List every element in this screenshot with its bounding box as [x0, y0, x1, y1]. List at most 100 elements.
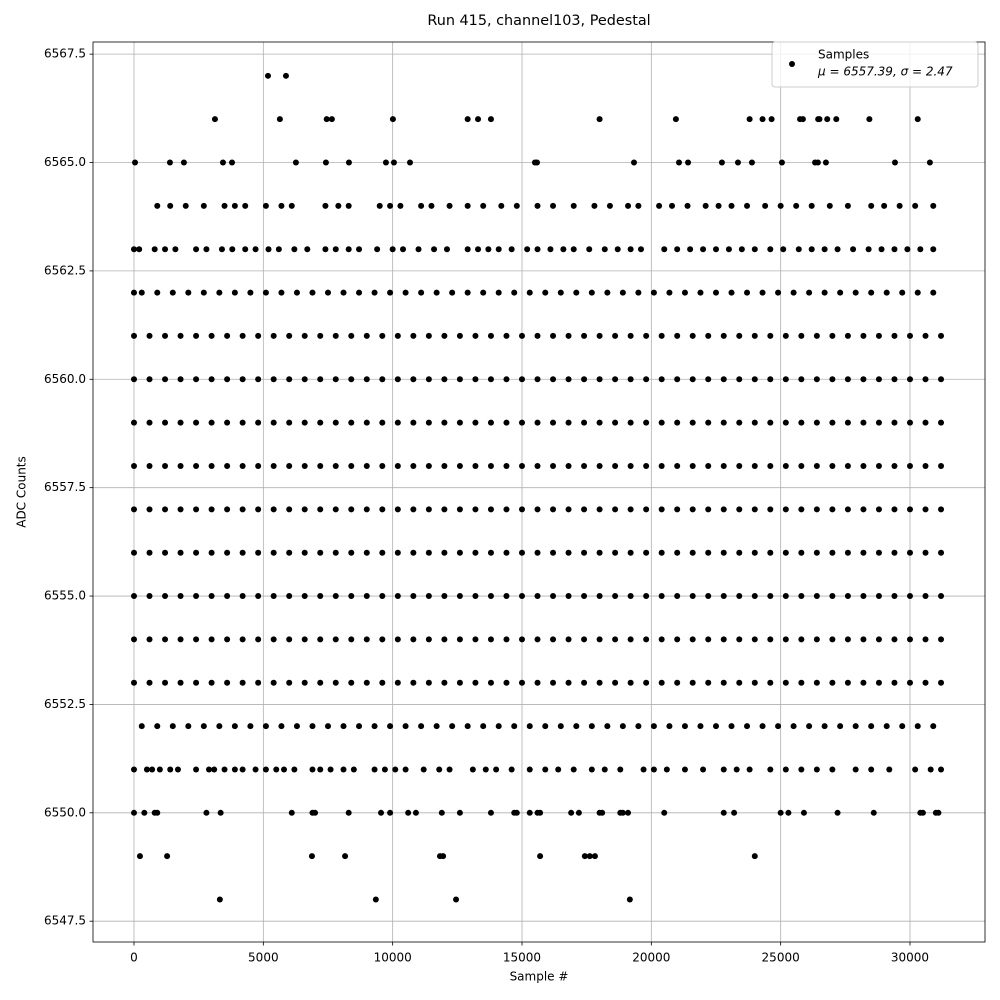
- point: [751, 853, 758, 860]
- point: [363, 506, 370, 513]
- point: [164, 853, 171, 860]
- point: [136, 246, 143, 253]
- point: [650, 766, 657, 773]
- point: [130, 332, 137, 339]
- point: [658, 506, 665, 513]
- point: [705, 549, 712, 556]
- point: [495, 723, 502, 730]
- point: [588, 289, 595, 296]
- point: [262, 766, 269, 773]
- point: [627, 376, 634, 383]
- point: [550, 636, 557, 643]
- point: [844, 679, 851, 686]
- point: [798, 766, 805, 773]
- point: [208, 462, 215, 469]
- point: [891, 593, 898, 600]
- point: [718, 159, 725, 166]
- point: [658, 462, 665, 469]
- point: [627, 506, 634, 513]
- point: [850, 246, 857, 253]
- point: [829, 593, 836, 600]
- point: [860, 593, 867, 600]
- point: [379, 332, 386, 339]
- point: [705, 636, 712, 643]
- point: [456, 549, 463, 556]
- point: [394, 549, 401, 556]
- point: [782, 419, 789, 426]
- point: [938, 462, 945, 469]
- point: [425, 593, 432, 600]
- point: [456, 506, 463, 513]
- point: [697, 723, 704, 730]
- point: [379, 679, 386, 686]
- point: [340, 723, 347, 730]
- point: [224, 419, 231, 426]
- point: [332, 593, 339, 600]
- point: [221, 766, 228, 773]
- y-tick-label: 6550.0: [44, 805, 86, 819]
- point: [829, 549, 836, 556]
- point: [795, 246, 802, 253]
- point: [518, 679, 525, 686]
- point: [317, 593, 324, 600]
- point: [239, 419, 246, 426]
- point: [573, 723, 580, 730]
- point: [896, 202, 903, 209]
- point: [734, 159, 741, 166]
- point: [410, 419, 417, 426]
- x-tick-label: 0: [130, 951, 138, 965]
- point: [218, 246, 225, 253]
- point: [456, 419, 463, 426]
- point: [684, 202, 691, 209]
- point: [565, 636, 572, 643]
- point: [255, 549, 262, 556]
- point: [829, 419, 836, 426]
- point: [304, 246, 311, 253]
- point: [829, 332, 836, 339]
- point: [829, 506, 836, 513]
- point: [255, 636, 262, 643]
- point: [782, 636, 789, 643]
- point: [278, 723, 285, 730]
- point: [555, 766, 562, 773]
- point: [917, 246, 924, 253]
- point: [746, 116, 753, 123]
- x-tick-label: 5000: [248, 951, 279, 965]
- point: [203, 246, 210, 253]
- point: [356, 723, 363, 730]
- point: [363, 593, 370, 600]
- point: [332, 679, 339, 686]
- point: [922, 506, 929, 513]
- point: [436, 766, 443, 773]
- point: [301, 636, 308, 643]
- point: [736, 506, 743, 513]
- point: [829, 376, 836, 383]
- point: [938, 332, 945, 339]
- point: [768, 116, 775, 123]
- point: [438, 809, 445, 816]
- point: [162, 376, 169, 383]
- point: [814, 159, 821, 166]
- x-tick-label: 10000: [374, 951, 412, 965]
- point: [441, 636, 448, 643]
- point: [518, 506, 525, 513]
- point: [674, 549, 681, 556]
- point: [793, 202, 800, 209]
- point: [456, 679, 463, 686]
- point: [229, 246, 236, 253]
- point: [374, 246, 381, 253]
- point: [456, 462, 463, 469]
- point: [309, 289, 316, 296]
- point: [938, 593, 945, 600]
- point: [581, 419, 588, 426]
- point: [926, 159, 933, 166]
- point: [860, 462, 867, 469]
- x-axis-label: Sample #: [510, 970, 569, 984]
- point: [550, 376, 557, 383]
- point: [291, 766, 298, 773]
- point: [674, 593, 681, 600]
- point: [813, 679, 820, 686]
- point: [767, 462, 774, 469]
- point: [418, 289, 425, 296]
- point: [203, 809, 210, 816]
